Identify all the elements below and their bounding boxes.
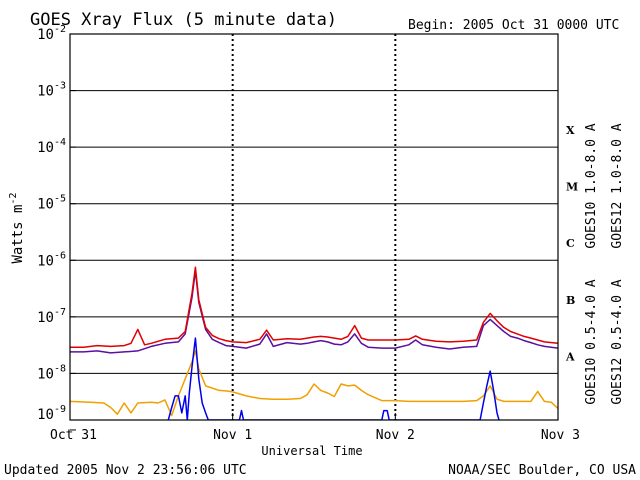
y-tick-exponent: -3 (54, 81, 66, 92)
legend-goes12-short: GOES12 0.5-4.0 A (610, 279, 625, 404)
series-layer (70, 266, 558, 420)
y-axis-label-exponent: -2 (8, 192, 19, 204)
x-tick-label: Nov 2 (376, 428, 415, 443)
y-tick-base: 10 (37, 84, 54, 100)
credit-text: NOAA/SEC Boulder, CO USA (448, 463, 636, 478)
x-tick-label: Nov 3 (541, 428, 580, 443)
flare-class-C: C (566, 237, 575, 250)
x-tick-label: Nov 1 (213, 428, 252, 443)
y-tick-label: 10-6 (37, 250, 66, 269)
y-tick-label: 10-4 (37, 137, 66, 156)
flare-class-B: B (566, 294, 575, 307)
y-tick-base: 10 (37, 253, 54, 269)
plot-frame (69, 33, 559, 421)
y-tick-exponent: -2 (54, 24, 66, 35)
flare-class-X: X (566, 124, 575, 137)
x-axis-label: Universal Time (261, 444, 362, 458)
y-tick-base: 10 (37, 27, 54, 43)
y-tick-exponent: -5 (54, 194, 66, 205)
legend-goes10-long: GOES10 1.0-8.0 A (584, 123, 599, 248)
y-tick-exponent: -4 (54, 137, 66, 148)
series-line-3 (167, 337, 500, 420)
y-tick-label: 10-3 (37, 81, 66, 100)
grid-lines (70, 34, 558, 420)
legend-goes12-long: GOES12 1.0-8.0 A (610, 123, 625, 248)
y-tick-label: 10-9 (37, 404, 66, 423)
x-axis: Oct 31 Nov 1 Nov 2 Nov 3 (50, 413, 580, 443)
legend: GOES10 1.0-8.0 A GOES12 1.0-8.0 A GOES10… (584, 123, 625, 404)
y-tick-exponent: -6 (54, 250, 66, 261)
flare-class-A: A (565, 350, 575, 363)
series-line-0 (70, 270, 558, 354)
y-tick-label: 10-2 (37, 24, 66, 43)
updated-time: Updated 2005 Nov 2 23:56:06 UTC (4, 463, 247, 478)
series-line-2 (70, 350, 558, 417)
y-tick-base: 10 (37, 197, 54, 213)
y-tick-label: 10-7 (37, 307, 66, 326)
x-tick-label: Oct 31 (50, 428, 97, 443)
y-axis-label: Watts m-2 (8, 192, 26, 263)
chart-title: GOES Xray Flux (5 minute data) (30, 10, 337, 30)
y-tick-base: 10 (37, 366, 54, 382)
y-tick-exponent: -7 (54, 307, 66, 318)
y-axis: 10-210-310-410-510-610-710-810-9 (37, 24, 76, 431)
begin-time: Begin: 2005 Oct 31 0000 UTC (408, 18, 619, 33)
legend-goes10-short: GOES10 0.5-4.0 A (584, 279, 599, 404)
y-tick-base: 10 (37, 140, 54, 156)
flare-class-labels: X M C B A (565, 124, 578, 363)
y-tick-label: 10-5 (37, 194, 66, 213)
y-tick-base: 10 (37, 310, 54, 326)
y-tick-exponent: -9 (54, 404, 66, 415)
y-tick-label: 10-8 (37, 363, 66, 382)
y-axis-label-text: Watts m (10, 205, 26, 264)
series-line-1 (70, 266, 558, 348)
y-tick-base: 10 (37, 407, 54, 423)
y-tick-exponent: -8 (54, 363, 66, 374)
flare-class-M: M (566, 181, 578, 194)
